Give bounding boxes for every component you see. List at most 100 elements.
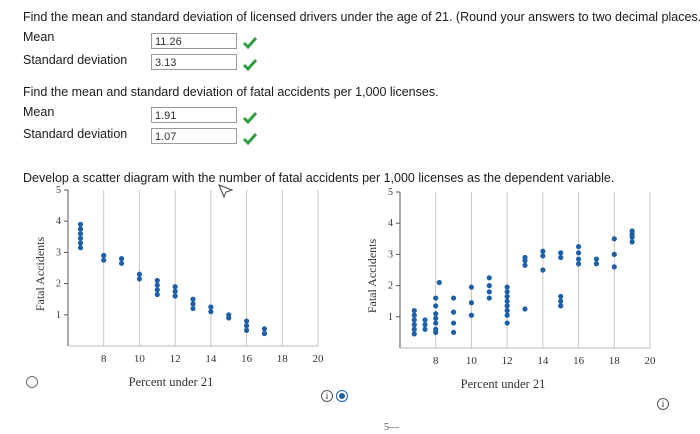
data-point — [504, 312, 510, 318]
data-point — [486, 283, 492, 289]
data-point — [629, 239, 635, 245]
x-tick-label: 16 — [573, 355, 585, 367]
y-tick-label: 3 — [388, 249, 393, 260]
x-tick-label: 10 — [466, 355, 478, 367]
data-point — [522, 258, 528, 264]
data-point — [172, 284, 178, 290]
x-tick-label: 8 — [101, 353, 107, 365]
q2-prompt: Find the mean and standard deviation of … — [23, 85, 439, 99]
q1-mean-field[interactable]: 11.26 — [151, 33, 237, 49]
data-point — [154, 291, 160, 298]
q2-sd-field[interactable]: 1.07 — [151, 128, 237, 144]
data-point — [433, 315, 439, 321]
info-icon[interactable]: i — [657, 398, 669, 410]
data-point — [575, 261, 582, 267]
data-point — [468, 312, 475, 318]
data-point — [77, 240, 84, 246]
x-tick-label: 18 — [609, 355, 621, 367]
data-point — [436, 279, 442, 286]
x-tick-label: 20 — [313, 353, 325, 365]
tick-label: 5 — [384, 422, 389, 433]
q1-sd-field[interactable]: 3.13 — [151, 54, 237, 70]
data-point — [118, 256, 125, 262]
data-point — [504, 284, 510, 290]
data-point — [101, 257, 107, 263]
data-point — [411, 326, 417, 332]
x-tick-label: 14 — [537, 355, 549, 367]
y-axis-label: Fatal Accidents — [365, 239, 379, 314]
data-point — [172, 288, 178, 294]
data-point — [558, 254, 564, 261]
data-point — [411, 307, 417, 314]
check-icon — [242, 59, 258, 72]
data-point — [190, 301, 196, 307]
data-point — [77, 226, 84, 232]
data-point — [504, 320, 510, 326]
data-point — [540, 267, 546, 273]
data-point — [101, 252, 107, 259]
check-icon — [242, 37, 258, 50]
data-point — [575, 256, 582, 262]
data-point — [522, 306, 528, 312]
data-point — [504, 298, 510, 304]
data-point — [575, 250, 582, 256]
data-point — [190, 296, 196, 302]
q1-mean-label: Mean — [23, 30, 55, 44]
data-point — [77, 221, 84, 227]
cursor-arrow-icon — [218, 184, 234, 198]
x-tick-label: 20 — [645, 355, 657, 367]
data-point — [411, 312, 417, 318]
data-point — [190, 305, 196, 312]
option-a-radio[interactable] — [26, 376, 38, 388]
data-point — [261, 330, 268, 337]
data-point — [208, 309, 214, 315]
data-point — [422, 322, 428, 328]
q2-mean-field[interactable]: 1.91 — [151, 107, 237, 123]
y-tick-label: 4 — [388, 218, 393, 229]
x-tick-label: 14 — [205, 353, 217, 365]
data-point — [486, 275, 492, 281]
x-tick-label: 12 — [502, 355, 513, 367]
data-point — [450, 320, 457, 326]
check-icon — [242, 133, 258, 146]
q3-prompt: Develop a scatter diagram with the numbe… — [23, 171, 615, 185]
data-point — [172, 293, 178, 299]
data-point — [611, 264, 617, 270]
data-point — [575, 244, 582, 250]
data-point — [593, 256, 600, 262]
data-point — [629, 234, 635, 240]
x-tick-label: 16 — [241, 353, 253, 365]
data-point — [504, 289, 510, 295]
data-point — [504, 293, 510, 300]
y-tick-label: 2 — [56, 279, 61, 290]
data-point — [226, 315, 232, 321]
y-tick-label: 5 — [56, 185, 61, 196]
data-point — [77, 235, 84, 241]
data-point — [450, 329, 457, 335]
data-point — [522, 262, 528, 268]
q1-prompt: Find the mean and standard deviation of … — [23, 10, 700, 24]
data-point — [422, 317, 428, 323]
data-point — [540, 248, 546, 254]
x-tick-label: 10 — [134, 353, 146, 365]
data-point — [261, 326, 268, 332]
data-point — [77, 245, 84, 251]
x-tick-label: 12 — [170, 353, 181, 365]
x-tick-label: 8 — [433, 355, 439, 367]
next-chart-tick: 5— — [384, 422, 399, 433]
data-point — [450, 309, 457, 315]
data-point — [136, 271, 143, 277]
data-point — [136, 276, 143, 282]
data-point — [540, 253, 546, 259]
x-tick-label: 18 — [277, 353, 289, 365]
data-point — [433, 320, 439, 326]
data-point — [468, 300, 475, 306]
data-point — [504, 303, 510, 309]
y-tick-label: 1 — [56, 310, 61, 321]
data-point — [243, 318, 250, 324]
info-icon[interactable]: i — [321, 390, 333, 402]
data-point — [77, 231, 84, 237]
data-point — [468, 284, 475, 290]
